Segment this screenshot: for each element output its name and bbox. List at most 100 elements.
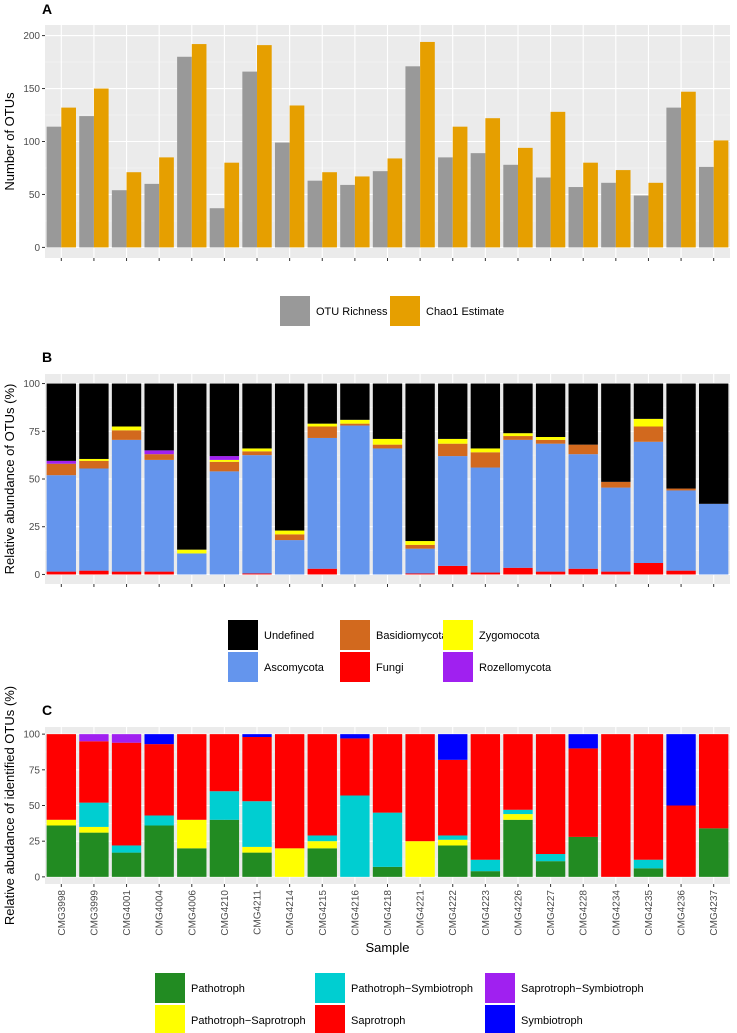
bar-undefined-cmg4215 <box>307 383 337 424</box>
x-tick-label-cmg4214: CMG4214 <box>285 890 296 936</box>
bar-symbiotroph-cmg4228 <box>568 734 598 749</box>
bar-otu-richness-cmg4006 <box>177 56 192 248</box>
bar-basidiomycota-cmg4236 <box>666 488 696 491</box>
bar-pathotroph-symbiotroph-cmg4218 <box>372 812 403 867</box>
bar-saprotroph-cmg4006 <box>177 734 207 820</box>
bar-undefined-cmg3998 <box>46 383 76 461</box>
bar-ascomycota-cmg4237 <box>699 503 729 575</box>
y-tick-label: 75 <box>29 427 41 438</box>
bar-otu-richness-cmg4218 <box>372 171 388 248</box>
bar-saprotroph-cmg4210 <box>209 734 240 792</box>
bar-ascomycota-cmg3999 <box>79 468 109 571</box>
bar-pathotroph-cmg3998 <box>46 825 76 877</box>
bar-basidiomycota-cmg4218 <box>372 444 403 449</box>
bar-otu-richness-cmg4234 <box>601 182 616 248</box>
bar-saprotroph-cmg4222 <box>438 759 468 836</box>
bar-saprotroph-cmg4001 <box>111 742 142 846</box>
bar-ascomycota-cmg4227 <box>535 443 566 572</box>
bar-pathotroph-saprotroph-cmg3998 <box>46 819 76 826</box>
bar-chao1-estimate-cmg4218 <box>387 158 403 248</box>
bar-fungi-cmg4223 <box>470 572 501 575</box>
legend-label: Symbiotroph <box>521 1015 583 1027</box>
bar-basidiomycota-cmg4226 <box>503 436 533 440</box>
bar-saprotroph-cmg3999 <box>79 741 109 803</box>
bar-basidiomycota-cmg4001 <box>111 430 142 440</box>
x-tick-label-cmg4001: CMG4001 <box>122 890 133 936</box>
bar-undefined-cmg4006 <box>177 383 207 550</box>
bar-chao1-estimate-cmg4221 <box>420 41 435 248</box>
bar-pathotroph-symbiotroph-cmg4210 <box>209 791 240 820</box>
bar-basidiomycota-cmg4223 <box>470 452 501 468</box>
bar-saprotroph-cmg4223 <box>470 734 501 860</box>
bar-ascomycota-cmg4223 <box>470 467 501 573</box>
bar-symbiotroph-cmg4211 <box>242 734 272 737</box>
bar-ascomycota-cmg4226 <box>503 439 533 568</box>
legend-swatch <box>443 652 473 682</box>
bar-undefined-cmg4222 <box>438 383 468 439</box>
bar-ascomycota-cmg4004 <box>144 459 174 572</box>
bar-pathotroph-symbiotroph-cmg4226 <box>503 809 533 815</box>
bar-ascomycota-cmg4210 <box>209 471 240 575</box>
bar-pathotroph-symbiotroph-cmg3999 <box>79 802 109 827</box>
y-tick-label: 50 <box>29 475 41 486</box>
bar-otu-richness-cmg4004 <box>144 183 160 248</box>
bar-basidiomycota-cmg4228 <box>568 444 598 455</box>
bar-undefined-cmg4214 <box>274 383 305 531</box>
legend-item-chao1-estimate: Chao1 Estimate <box>390 296 504 326</box>
bar-zygomocota-cmg4223 <box>470 448 501 453</box>
legend-c: Pathotroph Pathotroph−Symbiotroph Saprotro… <box>155 973 644 1033</box>
bar-symbiotroph-cmg4222 <box>438 734 468 760</box>
legend-item-rozellomycota: Rozellomycota <box>443 652 552 682</box>
bar-undefined-cmg4210 <box>209 383 240 457</box>
bar-saprotroph-cmg4228 <box>568 748 598 837</box>
bar-pathotroph-cmg4001 <box>111 852 142 877</box>
bar-saprotroph-cmg4226 <box>503 734 533 810</box>
bar-undefined-cmg4236 <box>666 383 696 489</box>
bar-otu-richness-cmg4215 <box>307 180 323 248</box>
legend-item-fungi: Fungi <box>340 652 404 682</box>
bar-otu-richness-cmg4228 <box>568 187 584 248</box>
bar-undefined-cmg4004 <box>144 383 174 451</box>
bar-basidiomycota-cmg3999 <box>79 460 109 469</box>
y-axis-title: Number of OTUs <box>2 92 17 191</box>
y-tick-label: 75 <box>29 765 41 776</box>
bar-chao1-estimate-cmg4211 <box>257 45 272 248</box>
bar-pathotroph-saprotroph-cmg4215 <box>307 841 337 849</box>
legend-swatch <box>315 1005 345 1033</box>
y-tick-label: 150 <box>23 84 40 95</box>
legend-label: Zygomocota <box>479 630 540 642</box>
legend-swatch <box>485 973 515 1003</box>
legend-label: Pathotroph <box>191 983 245 995</box>
bar-fungi-cmg4227 <box>535 571 566 575</box>
bar-zygomocota-cmg4215 <box>307 423 337 427</box>
legend-item-otu-richness: OTU Richness <box>280 296 388 326</box>
bar-undefined-cmg4001 <box>111 383 142 427</box>
legend-label: Fungi <box>376 662 404 674</box>
bar-pathotroph-cmg4237 <box>699 828 729 877</box>
x-tick-label-cmg3999: CMG3999 <box>89 890 100 936</box>
bar-basidiomycota-cmg4211 <box>242 451 272 456</box>
bar-ascomycota-cmg4001 <box>111 439 142 572</box>
bar-ascomycota-cmg4218 <box>372 448 403 575</box>
bar-fungi-cmg4215 <box>307 568 337 575</box>
bar-zygomocota-cmg4221 <box>405 541 435 545</box>
bar-ascomycota-cmg3998 <box>46 475 76 572</box>
y-tick-label: 0 <box>34 872 40 883</box>
bar-basidiomycota-cmg4216 <box>340 423 370 426</box>
bar-fungi-cmg4222 <box>438 565 468 575</box>
bar-undefined-cmg4228 <box>568 383 598 445</box>
bar-pathotroph-symbiotroph-cmg4235 <box>633 859 664 869</box>
bar-undefined-cmg4234 <box>601 383 631 482</box>
bar-rozellomycota-cmg3998 <box>46 460 76 464</box>
legend-swatch <box>390 296 420 326</box>
bar-ascomycota-cmg4228 <box>568 454 598 569</box>
bar-fungi-cmg3998 <box>46 571 76 575</box>
bar-otu-richness-cmg4235 <box>633 195 649 248</box>
bar-ascomycota-cmg4235 <box>633 441 664 563</box>
bar-pathotroph-cmg4211 <box>242 852 272 877</box>
bar-otu-richness-cmg4210 <box>209 208 225 248</box>
bar-pathotroph-symbiotroph-cmg4215 <box>307 835 337 842</box>
bar-pathotroph-saprotroph-cmg4226 <box>503 814 533 820</box>
bar-basidiomycota-cmg4221 <box>405 544 435 549</box>
legend-item-pathotroph-symbiotroph: Pathotroph−Symbiotroph <box>315 973 473 1003</box>
